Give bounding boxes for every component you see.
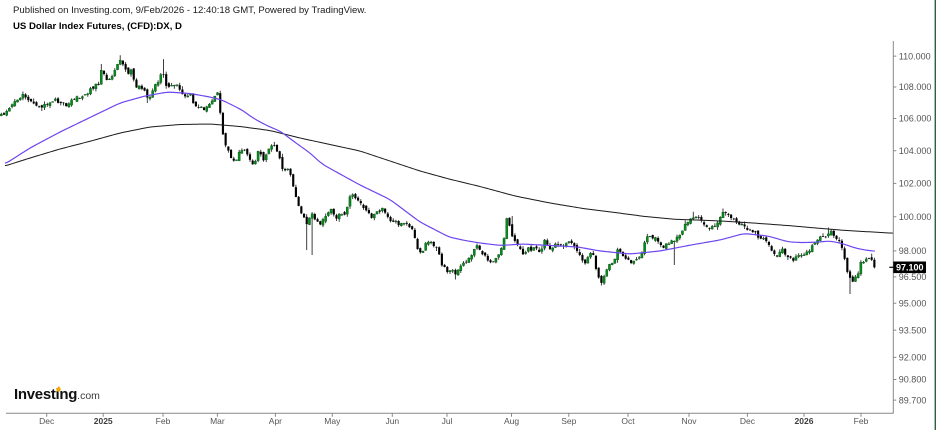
svg-text:Feb: Feb — [854, 416, 869, 426]
svg-text:Aug: Aug — [504, 416, 519, 426]
svg-text:104.000: 104.000 — [899, 146, 932, 156]
svg-text:Jun: Jun — [385, 416, 399, 426]
svg-text:96.500: 96.500 — [899, 272, 927, 282]
svg-text:Apr: Apr — [269, 416, 282, 426]
svg-text:98.000: 98.000 — [899, 246, 927, 256]
svg-text:Mar: Mar — [210, 416, 225, 426]
svg-text:Sep: Sep — [561, 416, 576, 426]
svg-text:2026: 2026 — [795, 416, 814, 426]
svg-text:100.000: 100.000 — [899, 212, 932, 222]
svg-text:89.700: 89.700 — [899, 395, 927, 405]
svg-text:106.000: 106.000 — [899, 114, 932, 124]
svg-text:Dec: Dec — [740, 416, 756, 426]
svg-text:Jul: Jul — [442, 416, 453, 426]
svg-text:97.100: 97.100 — [896, 263, 924, 273]
svg-text:90.800: 90.800 — [899, 375, 927, 385]
svg-text:102.000: 102.000 — [899, 179, 932, 189]
svg-text:Feb: Feb — [156, 416, 171, 426]
svg-text:2025: 2025 — [94, 416, 113, 426]
svg-text:May: May — [324, 416, 341, 426]
svg-text:110.000: 110.000 — [899, 51, 931, 61]
svg-text:95.000: 95.000 — [899, 299, 927, 309]
svg-text:92.000: 92.000 — [899, 353, 927, 363]
svg-text:Oct: Oct — [621, 416, 635, 426]
svg-text:Nov: Nov — [681, 416, 697, 426]
svg-text:Dec: Dec — [39, 416, 55, 426]
svg-text:108.000: 108.000 — [899, 82, 932, 92]
svg-text:93.500: 93.500 — [899, 325, 927, 335]
